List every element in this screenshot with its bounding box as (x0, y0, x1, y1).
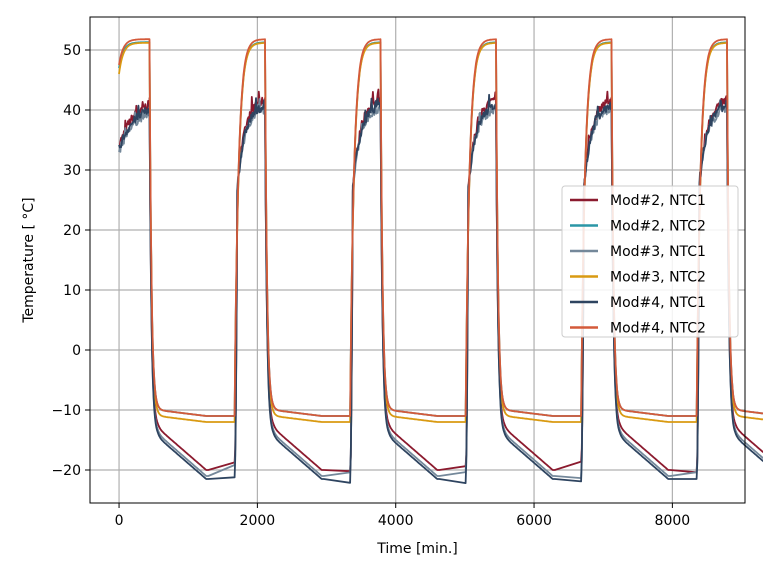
series-line-3 (118, 98, 763, 479)
y-tick-label: 10 (63, 283, 81, 299)
y-axis-label: Temperature [ °C] (21, 197, 37, 323)
legend: Mod#2, NTC1 Mod#2, NTC2 Mod#3, NTC1 Mod#3, … (561, 185, 739, 338)
series-line-1 (118, 88, 763, 474)
y-tick-label: 20 (63, 223, 81, 239)
x-axis-label: Time [min.] (376, 541, 458, 557)
x-tick-label: 0 (115, 513, 124, 529)
y-tick-label: 40 (63, 103, 81, 119)
legend-label: Mod#3, NTC2 (610, 270, 706, 286)
series-line-5 (118, 93, 763, 484)
y-tick-label: −10 (51, 403, 81, 419)
x-tick-label: 2000 (240, 513, 276, 529)
plot-frame (89, 16, 746, 504)
legend-label: Mod#2, NTC1 (610, 193, 706, 209)
x-tick-label: 8000 (655, 513, 691, 529)
y-tick-label: 30 (63, 163, 81, 179)
y-tick-label: 50 (63, 43, 81, 59)
legend-box (561, 185, 739, 338)
series-line-6 (118, 38, 763, 417)
x-tick-label: 6000 (516, 513, 552, 529)
y-tick-label: −20 (51, 463, 81, 479)
series-layer (118, 38, 763, 484)
x-tick-label: 4000 (378, 513, 414, 529)
legend-label: Mod#4, NTC1 (610, 295, 706, 311)
ticks: 0 2000 4000 6000 8000 −20 −10 0 10 20 30 40 50 (51, 43, 690, 529)
legend-label: Mod#3, NTC1 (610, 244, 706, 260)
y-tick-label: 0 (72, 343, 81, 359)
legend-label: Mod#4, NTC2 (610, 321, 706, 337)
legend-label: Mod#2, NTC2 (610, 219, 706, 235)
